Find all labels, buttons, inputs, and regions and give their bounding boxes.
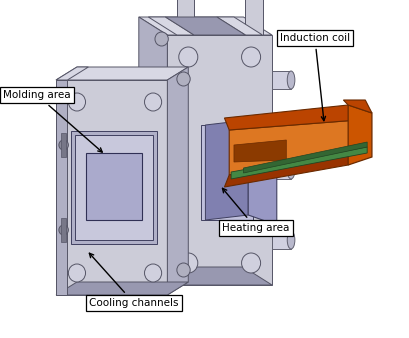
Circle shape: [68, 93, 85, 111]
Polygon shape: [86, 153, 142, 220]
Circle shape: [59, 225, 68, 235]
Polygon shape: [271, 71, 290, 89]
Polygon shape: [205, 120, 247, 220]
Circle shape: [144, 264, 161, 282]
Polygon shape: [71, 131, 157, 244]
Polygon shape: [245, 0, 262, 35]
Polygon shape: [224, 105, 357, 130]
Circle shape: [144, 93, 161, 111]
Circle shape: [176, 72, 190, 86]
Ellipse shape: [287, 231, 294, 249]
Polygon shape: [247, 120, 276, 225]
Polygon shape: [216, 17, 262, 35]
Polygon shape: [200, 125, 252, 220]
Polygon shape: [271, 231, 290, 249]
Polygon shape: [231, 147, 366, 179]
Circle shape: [178, 47, 197, 67]
Text: Induction coil: Induction coil: [279, 33, 349, 121]
Polygon shape: [139, 267, 271, 285]
Text: Molding area: Molding area: [3, 90, 102, 152]
Polygon shape: [56, 282, 188, 295]
Polygon shape: [208, 135, 231, 210]
Polygon shape: [165, 17, 245, 35]
Circle shape: [68, 264, 85, 282]
Polygon shape: [139, 17, 167, 285]
Circle shape: [155, 32, 168, 46]
Polygon shape: [243, 142, 366, 173]
Polygon shape: [139, 17, 271, 35]
Polygon shape: [61, 218, 66, 242]
Text: Heating area: Heating area: [222, 188, 289, 233]
Polygon shape: [56, 67, 188, 80]
Polygon shape: [167, 35, 271, 285]
Ellipse shape: [287, 71, 294, 89]
Circle shape: [178, 253, 197, 273]
Circle shape: [155, 238, 168, 252]
Polygon shape: [75, 135, 153, 240]
Circle shape: [241, 253, 260, 273]
Text: Cooling channels: Cooling channels: [89, 253, 178, 308]
Ellipse shape: [287, 161, 294, 179]
Circle shape: [59, 140, 68, 150]
Polygon shape: [229, 120, 357, 175]
Polygon shape: [148, 17, 193, 35]
Polygon shape: [167, 67, 188, 295]
Polygon shape: [343, 100, 371, 113]
Polygon shape: [224, 150, 357, 187]
Polygon shape: [347, 105, 371, 165]
Polygon shape: [61, 133, 66, 157]
Polygon shape: [271, 161, 290, 179]
Circle shape: [241, 47, 260, 67]
Polygon shape: [176, 0, 193, 35]
Polygon shape: [56, 67, 88, 80]
Polygon shape: [234, 140, 285, 162]
Polygon shape: [56, 80, 167, 295]
Polygon shape: [56, 80, 67, 295]
Circle shape: [176, 263, 190, 277]
